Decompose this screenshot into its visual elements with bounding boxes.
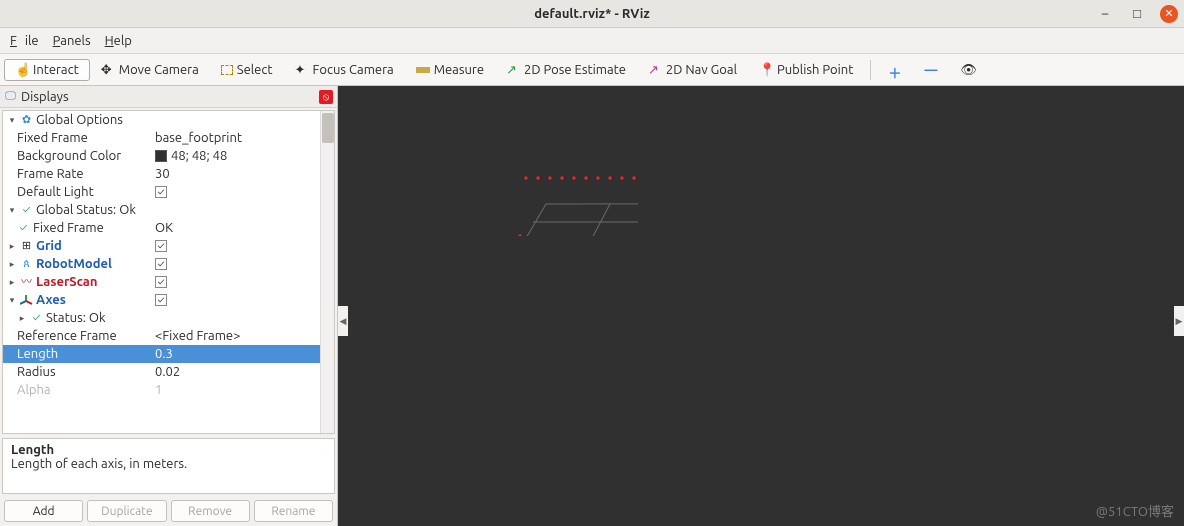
- grid-render: [338, 86, 638, 236]
- move-camera-button[interactable]: ✥Move Camera: [90, 59, 210, 81]
- panel-close-icon[interactable]: ⦸: [319, 90, 333, 104]
- publish-icon: 📍: [759, 63, 773, 77]
- laser-scan-checkbox[interactable]: ✓: [155, 276, 167, 288]
- viewport-collapse-left-icon[interactable]: ◀: [338, 306, 348, 336]
- scroll-thumb[interactable]: [322, 113, 334, 143]
- close-icon[interactable]: ✕: [1160, 5, 1178, 23]
- nav-goal-button[interactable]: ↗2D Nav Goal: [637, 59, 748, 81]
- displays-icon: 🖵: [4, 90, 17, 103]
- background-color-row[interactable]: Background Color48; 48; 48: [3, 147, 334, 165]
- toolbar-separator: [870, 60, 871, 80]
- interact-button[interactable]: ☝Interact: [4, 59, 90, 81]
- robot-model-row[interactable]: ▸ጰRobotModel✓: [3, 255, 334, 273]
- main-area: 🖵 Displays ⦸ ▾✿Global Options Fixed Fram…: [0, 86, 1184, 526]
- grid-icon: ⊞: [20, 240, 33, 253]
- window-controls: – □ ✕: [1096, 5, 1178, 23]
- measure-icon: [416, 67, 430, 73]
- nav-goal-icon: ↗: [648, 63, 662, 77]
- default-light-checkbox[interactable]: ✓: [155, 186, 167, 198]
- global-status-row[interactable]: ▾✓Global Status: Ok: [3, 201, 334, 219]
- toggle-visibility-button[interactable]: 👁: [949, 59, 985, 81]
- global-options-row[interactable]: ▾✿Global Options: [3, 111, 334, 129]
- maximize-icon[interactable]: □: [1128, 5, 1146, 23]
- description-panel: Length Length of each axis, in meters.: [2, 438, 335, 494]
- window-titlebar: default.rviz* - RViz – □ ✕: [0, 0, 1184, 28]
- length-row[interactable]: Length0.3: [3, 345, 334, 363]
- window-title: default.rviz* - RViz: [534, 7, 650, 21]
- display-tree: ▾✿Global Options Fixed Framebase_footpri…: [2, 110, 335, 434]
- alpha-row[interactable]: Alpha1: [3, 381, 334, 399]
- grid-checkbox[interactable]: ✓: [155, 240, 167, 252]
- minus-icon: —: [924, 63, 938, 77]
- minimize-icon[interactable]: –: [1096, 5, 1114, 23]
- toolbar: ☝Interact ✥Move Camera Select ✦Focus Cam…: [0, 54, 1184, 86]
- 3d-viewport[interactable]: ◀ ▶ @51CTO博客: [338, 86, 1184, 526]
- check-icon: ✓: [20, 204, 33, 217]
- measure-button[interactable]: Measure: [405, 59, 495, 81]
- remove-button[interactable]: Remove: [171, 500, 250, 522]
- robot-icon: ጰ: [20, 258, 33, 271]
- grid-row[interactable]: ▸⊞Grid✓: [3, 237, 334, 255]
- reference-frame-row[interactable]: Reference Frame<Fixed Frame>: [3, 327, 334, 345]
- focus-icon: ✦: [295, 63, 309, 77]
- menu-help[interactable]: Help: [101, 32, 136, 50]
- fixed-frame-status-row[interactable]: ✓Fixed FrameOK: [3, 219, 334, 237]
- interact-icon: ☝: [15, 63, 29, 77]
- fixed-frame-row[interactable]: Fixed Framebase_footprint: [3, 129, 334, 147]
- select-icon: [221, 65, 233, 75]
- frame-rate-row[interactable]: Frame Rate30: [3, 165, 334, 183]
- menubar: File Panels Help: [0, 28, 1184, 54]
- duplicate-button[interactable]: Duplicate: [87, 500, 166, 522]
- gear-icon: ✿: [20, 114, 33, 127]
- add-display-button[interactable]: ＋: [877, 59, 913, 81]
- add-button[interactable]: Add: [4, 500, 83, 522]
- move-camera-icon: ✥: [101, 63, 115, 77]
- select-button[interactable]: Select: [210, 59, 284, 81]
- laser-scan-row[interactable]: ▸〰LaserScan✓: [3, 273, 334, 291]
- panel-title: Displays: [21, 90, 69, 104]
- description-text: Length of each axis, in meters.: [11, 457, 326, 471]
- axes-status-row[interactable]: ▸✓Status: Ok: [3, 309, 334, 327]
- default-light-row[interactable]: Default Light✓: [3, 183, 334, 201]
- remove-display-button[interactable]: —: [913, 59, 949, 81]
- watermark-text: @51CTO博客: [1096, 501, 1174, 520]
- axes-checkbox[interactable]: ✓: [155, 294, 167, 306]
- viewport-collapse-right-icon[interactable]: ▶: [1174, 306, 1184, 336]
- plus-icon: ＋: [888, 63, 902, 77]
- pose-icon: ↗: [506, 63, 520, 77]
- eye-icon: 👁: [960, 63, 974, 77]
- check-icon: ✓: [17, 222, 30, 235]
- pose-estimate-button[interactable]: ↗2D Pose Estimate: [495, 59, 637, 81]
- rename-button[interactable]: Rename: [254, 500, 333, 522]
- menu-panels[interactable]: Panels: [49, 32, 95, 50]
- publish-point-button[interactable]: 📍Publish Point: [748, 59, 864, 81]
- description-title: Length: [11, 443, 326, 457]
- laser-icon: 〰: [20, 276, 33, 289]
- menu-file[interactable]: File: [6, 32, 43, 50]
- tree-scrollbar[interactable]: [320, 111, 334, 433]
- displays-panel: 🖵 Displays ⦸ ▾✿Global Options Fixed Fram…: [0, 86, 338, 526]
- axes-icon: [20, 294, 33, 307]
- focus-camera-button[interactable]: ✦Focus Camera: [284, 59, 405, 81]
- color-swatch: [155, 150, 167, 162]
- radius-row[interactable]: Radius0.02: [3, 363, 334, 381]
- axes-row[interactable]: ▾Axes✓: [3, 291, 334, 309]
- panel-header: 🖵 Displays ⦸: [0, 86, 337, 108]
- panel-buttons: Add Duplicate Remove Rename: [0, 496, 337, 526]
- check-icon: ✓: [30, 312, 43, 325]
- robot-model-checkbox[interactable]: ✓: [155, 258, 167, 270]
